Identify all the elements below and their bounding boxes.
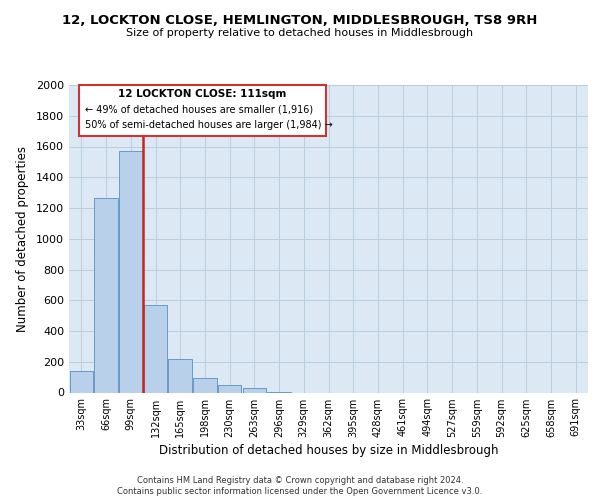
Text: ← 49% of detached houses are smaller (1,916): ← 49% of detached houses are smaller (1,… [85,105,313,115]
Bar [169,360,192,392]
Y-axis label: Number of detached properties: Number of detached properties [16,146,29,332]
Text: 50% of semi-detached houses are larger (1,984) →: 50% of semi-detached houses are larger (… [85,120,332,130]
X-axis label: Distribution of detached houses by size in Middlesbrough: Distribution of detached houses by size … [159,444,498,457]
Bar [193,378,217,392]
Bar [144,305,167,392]
Bar [218,385,241,392]
Bar [242,388,266,392]
FancyBboxPatch shape [79,85,326,136]
Text: 12 LOCKTON CLOSE: 111sqm: 12 LOCKTON CLOSE: 111sqm [118,88,287,99]
Text: 12, LOCKTON CLOSE, HEMLINGTON, MIDDLESBROUGH, TS8 9RH: 12, LOCKTON CLOSE, HEMLINGTON, MIDDLESBR… [62,14,538,27]
Bar [94,198,118,392]
Text: Size of property relative to detached houses in Middlesbrough: Size of property relative to detached ho… [127,28,473,38]
Bar [119,151,143,392]
Text: Contains HM Land Registry data © Crown copyright and database right 2024.: Contains HM Land Registry data © Crown c… [137,476,463,485]
Bar [70,371,93,392]
Text: Contains public sector information licensed under the Open Government Licence v3: Contains public sector information licen… [118,488,482,496]
